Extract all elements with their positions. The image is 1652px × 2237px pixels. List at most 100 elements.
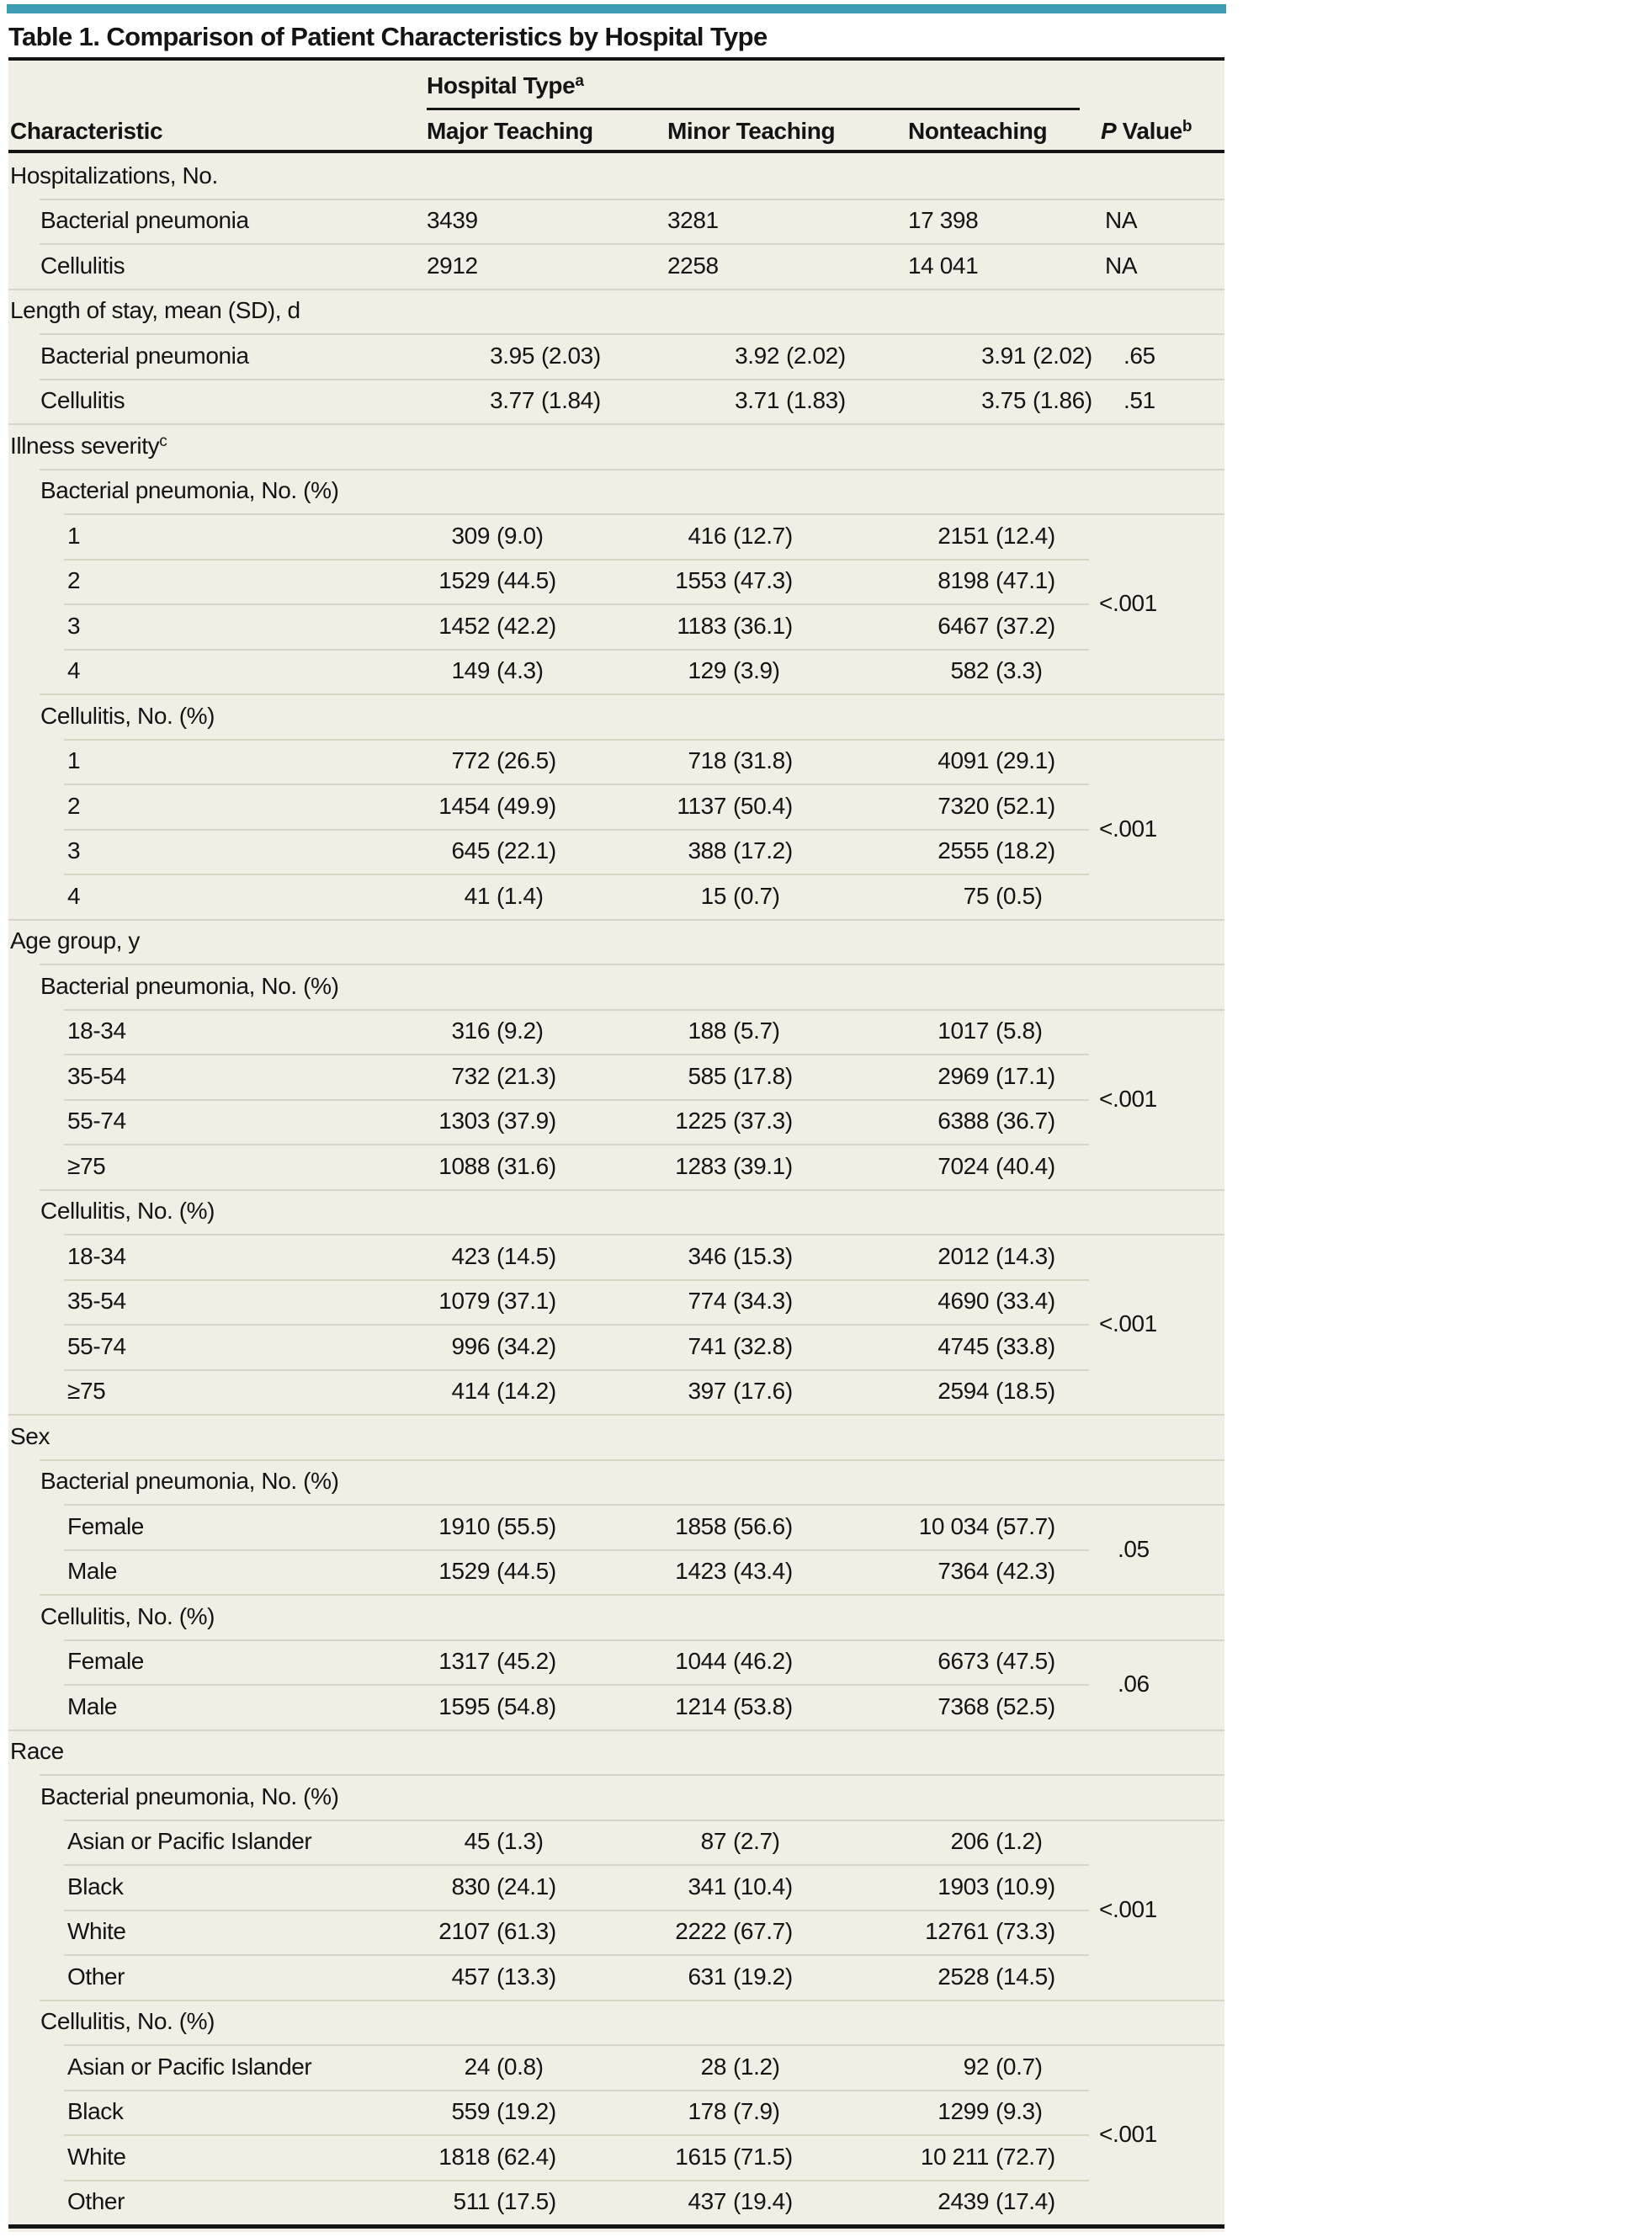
cell-nonteaching: 4690 (33.4) — [908, 1288, 1104, 1315]
cell-value-number: 6388 — [938, 1108, 989, 1134]
cell-value-number: 7320 — [938, 792, 989, 819]
cell-value-percent: (61.3) — [497, 1918, 556, 1944]
section-header-cell: Age group, y — [8, 927, 1224, 954]
subheader-cell: Cellulitis, No. (%) — [8, 2008, 1224, 2035]
table-section: Race Bacterial pneumonia, No. (%) Asian or… — [8, 1729, 1224, 2225]
section-header-label: Illness severity — [10, 432, 160, 459]
row-label: Female — [67, 1512, 144, 1539]
cell-value: 2258 — [667, 252, 719, 279]
row-label: 55-74 — [67, 1108, 126, 1134]
cell-major-teaching: 2107 (61.3) — [427, 1918, 667, 1945]
cell-value-number: 2528 — [938, 1963, 989, 1990]
section-header-row: Race — [8, 1729, 1224, 1775]
row-label-cell: Other — [8, 1963, 427, 1990]
table-row: 1 772 (26.5) 718 (31.8) 4091 (29.1) — [8, 738, 1224, 784]
cell-value-number: 10 034 — [918, 1512, 990, 1539]
cell-minor-teaching: 2258 — [667, 252, 908, 279]
table-section: Age group, y Bacterial pneumonia, No. (%)… — [8, 918, 1224, 1415]
cell-value-number: 1303 — [438, 1108, 490, 1134]
table-row: Male 1595 (54.8) 1214 (53.8) 7368 (52.5) — [8, 1684, 1224, 1730]
table-row: Black 559 (19.2) 178 (7.9) 1299 (9.3) — [8, 2089, 1224, 2135]
cell-nonteaching: 6388 (36.7) — [908, 1108, 1104, 1134]
cell-major-teaching: 2912 — [427, 252, 667, 279]
cell-nonteaching: 582 (3.3) — [908, 657, 1104, 684]
cell-value-number: 732 — [451, 1062, 490, 1089]
row-label: Black — [67, 2098, 124, 2124]
footnote-marker-a: a — [575, 72, 584, 90]
p-value: <.001 — [1099, 815, 1157, 842]
section-header-cell: Length of stay, mean (SD), d — [8, 297, 1224, 324]
cell-value-number: 2594 — [938, 1378, 989, 1404]
cell-value-number: 1079 — [438, 1288, 490, 1314]
row-label-cell: Asian or Pacific Islander — [8, 2054, 427, 2080]
table-row: Other 511 (17.5) 437 (19.4) 2439 (17.4) — [8, 2179, 1224, 2225]
table-body: Hospitalizations, No. Bacterial pneumonia… — [8, 153, 1224, 2224]
cell-value-percent: (45.2) — [497, 1648, 556, 1674]
cell-value-number: 718 — [688, 747, 726, 773]
cell-major-teaching: 732 (21.3) — [427, 1063, 667, 1090]
cell-value-number: 8198 — [938, 567, 989, 593]
table-bottom-rule — [8, 2224, 1224, 2229]
cell-p-value-span: <.001 — [1099, 513, 1224, 693]
cell-value-percent: (1.84) — [541, 387, 601, 413]
cell-value-percent: (14.2) — [497, 1378, 556, 1404]
cell-value-number: 631 — [688, 1963, 726, 1990]
cell-value-number: 996 — [451, 1332, 490, 1359]
cell-value-number: 1317 — [438, 1648, 490, 1674]
cell-major-teaching: 1595 (54.8) — [427, 1693, 667, 1720]
cell-p-value-span: .05 — [1099, 1504, 1224, 1594]
cell-nonteaching: 6673 (47.5) — [908, 1648, 1104, 1675]
cell-value: 17 398 — [908, 207, 979, 233]
cell-value-number: 188 — [688, 1018, 726, 1044]
row-label: 2 — [67, 567, 81, 593]
column-header-nonteaching: Nonteaching — [908, 118, 1048, 144]
cell-value-percent: (54.8) — [497, 1692, 556, 1719]
cell-value-number: 41 — [464, 882, 491, 909]
cell-value-percent: (1.83) — [786, 387, 846, 413]
row-group: 1 309 (9.0) 416 (12.7) 2151 (12.4) 2 1529 (44.5) 1… — [8, 513, 1224, 693]
cell-value-number: 774 — [688, 1288, 726, 1314]
p-value: <.001 — [1099, 1895, 1157, 1922]
cell-nonteaching: 92 (0.7) — [908, 2054, 1104, 2080]
cell-value-number: 4091 — [938, 747, 989, 773]
cell-value-number: 1529 — [438, 567, 490, 593]
cell-value-percent: (14.3) — [996, 1242, 1055, 1269]
row-label: 3 — [67, 612, 81, 639]
cell-value-number: 3.75 — [981, 387, 1026, 413]
cell-value-percent: (17.6) — [733, 1378, 793, 1404]
cell-value-percent: (9.3) — [996, 2098, 1043, 2124]
cell-minor-teaching: 1225 (37.3) — [667, 1108, 908, 1134]
cell-value-number: 178 — [688, 2098, 726, 2124]
cell-value-percent: (47.1) — [996, 567, 1055, 593]
cell-nonteaching: 4745 (33.8) — [908, 1333, 1104, 1360]
row-group: Female 1317 (45.2) 1044 (46.2) 6673 (47.5) Male… — [8, 1639, 1224, 1730]
cell-value-percent: (43.4) — [733, 1558, 793, 1584]
section-header-cell: Illness severityc — [8, 433, 1224, 460]
cell-minor-teaching: 416 (12.7) — [667, 523, 908, 550]
cell-value-percent: (32.8) — [733, 1332, 793, 1359]
row-label: ≥75 — [67, 1152, 106, 1179]
section-header-row: Sex — [8, 1414, 1224, 1459]
cell-nonteaching: 3.91 (2.02) — [908, 343, 1104, 369]
cell-minor-teaching: 3281 — [667, 207, 908, 234]
table-row: Cellulitis 3.77 (1.84) 3.71 (1.83) 3.75 (1.86)… — [8, 378, 1224, 424]
cell-value-number: 6673 — [938, 1648, 989, 1674]
row-group: Female 1910 (55.5) 1858 (56.6) 10 034 (57.7) Ma… — [8, 1504, 1224, 1594]
cell-value-number: 1529 — [438, 1558, 490, 1584]
cell-value-number: 1903 — [938, 1873, 989, 1900]
table-title: Table 1. Comparison of Patient Character… — [8, 22, 768, 51]
cell-value-number: 10 211 — [920, 2143, 990, 2170]
cell-value-number: 2222 — [675, 1918, 726, 1944]
cell-value-number: 585 — [688, 1062, 726, 1089]
cell-value-percent: (19.2) — [497, 2098, 556, 2124]
column-header-p-value: P Valueb — [1101, 118, 1192, 145]
subheader-row: Bacterial pneumonia, No. (%) — [8, 1774, 1224, 1820]
row-label: White — [67, 2143, 126, 2170]
cell-major-teaching: 772 (26.5) — [427, 747, 667, 774]
subheader-label: Cellulitis, No. (%) — [40, 2008, 215, 2034]
cell-value-number: 4745 — [938, 1332, 989, 1359]
row-label: Other — [67, 2188, 125, 2214]
p-value: <.001 — [1099, 590, 1157, 616]
cell-major-teaching: 309 (9.0) — [427, 523, 667, 550]
cell-minor-teaching: 1858 (56.6) — [667, 1513, 908, 1540]
